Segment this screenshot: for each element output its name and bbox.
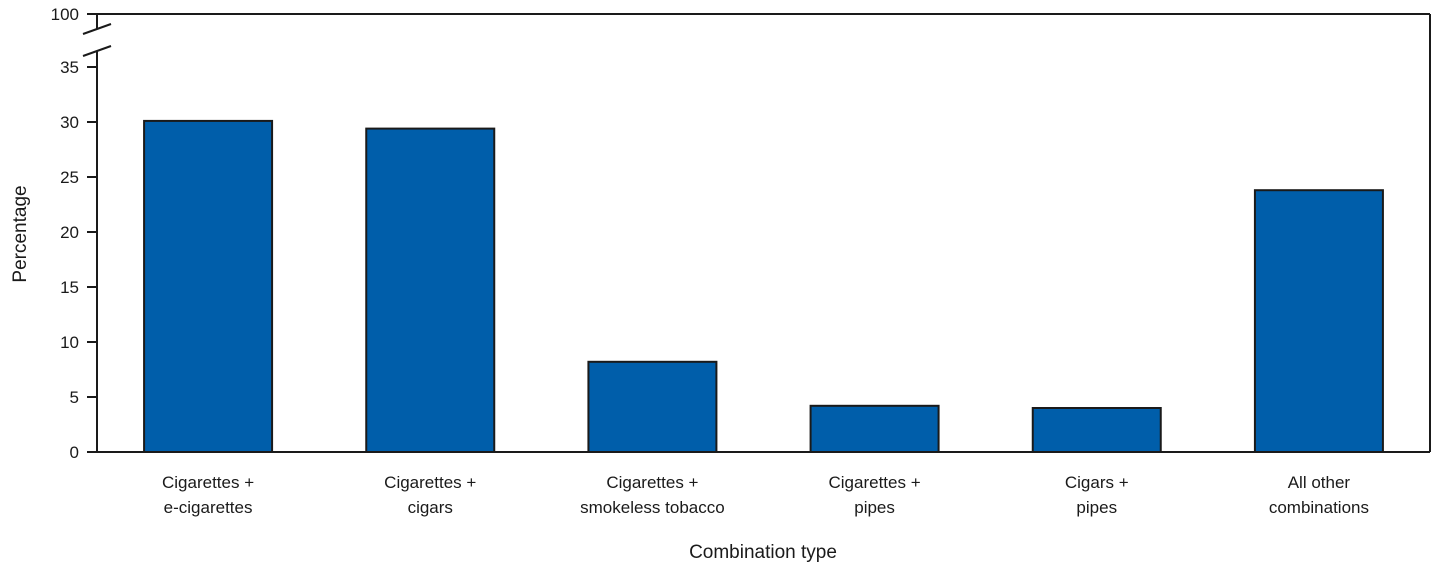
- y-tick-label-20: 20: [60, 223, 79, 242]
- labels-layer: Cigarettes + e-cigarettes Cigarettes + ciga…: [51, 5, 1369, 517]
- y-axis-title: Percentage: [10, 185, 31, 282]
- bar-1: [365, 127, 496, 453]
- category-label-3-1: pipes: [854, 498, 895, 517]
- category-label-0-0: Cigarettes +: [162, 473, 254, 492]
- y-tick-label-15: 15: [60, 278, 79, 297]
- category-label-4-1: pipes: [1076, 498, 1117, 517]
- bar-3: [809, 404, 940, 453]
- y-tick-label-35: 35: [60, 58, 79, 77]
- bar-4: [1031, 407, 1162, 453]
- category-label-5-1: combinations: [1269, 498, 1369, 517]
- y-tick-label-30: 30: [60, 113, 79, 132]
- bars-layer: [143, 119, 1384, 454]
- y-tick-label-10: 10: [60, 333, 79, 352]
- category-label-1-1: cigars: [408, 498, 453, 517]
- axis-break-mark-lower: [82, 45, 112, 57]
- axis-break-mark-upper: [82, 23, 112, 35]
- bar-2: [587, 360, 718, 453]
- category-label-1-0: Cigarettes +: [384, 473, 476, 492]
- bar-5: [1253, 189, 1384, 453]
- y-tick-label-5: 5: [70, 388, 79, 407]
- bar-0: [143, 119, 274, 454]
- y-tick-label-top: 100: [51, 5, 79, 24]
- category-label-5-0: All other: [1288, 473, 1351, 492]
- category-label-3-0: Cigarettes +: [829, 473, 921, 492]
- y-tick-label-0: 0: [70, 443, 79, 462]
- category-label-0-1: e-cigarettes: [164, 498, 253, 517]
- category-label-4-0: Cigars +: [1065, 473, 1129, 492]
- axes-layer: [82, 13, 1431, 453]
- y-tick-label-25: 25: [60, 168, 79, 187]
- category-label-2-0: Cigarettes +: [606, 473, 698, 492]
- x-axis-title: Combination type: [689, 542, 837, 563]
- category-label-2-1: smokeless tobacco: [580, 498, 725, 517]
